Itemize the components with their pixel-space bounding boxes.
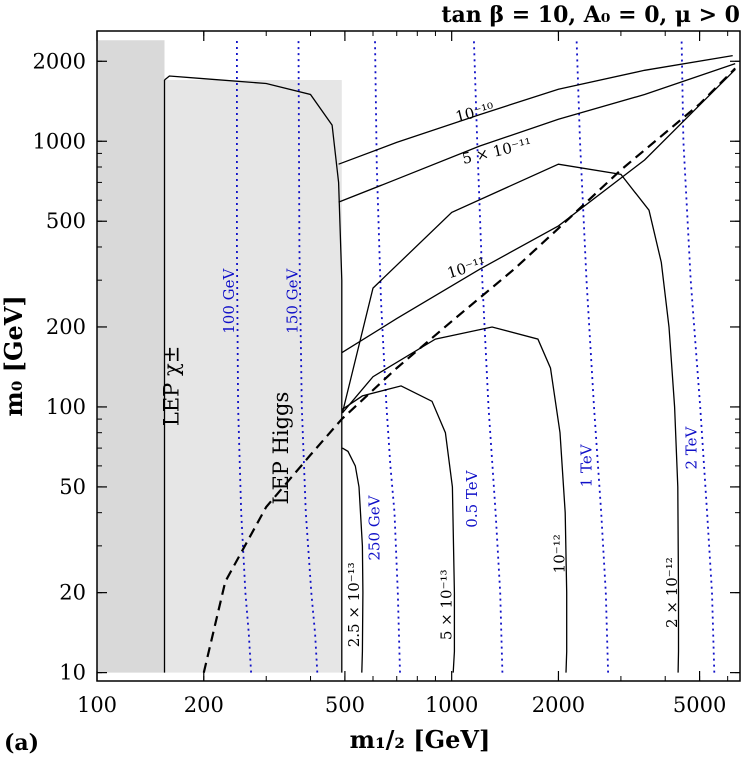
contour-labels: LEP χ± LEP Higgs 100 GeV 150 GeV 250 GeV 0.5 … (160, 99, 701, 647)
contour-label-10: 10⁻¹² (551, 534, 569, 573)
mass-label-0-5-tev: 0.5 TeV (463, 469, 481, 527)
y-axis-label: m₀ [GeV] (0, 295, 28, 416)
y-tick-label: 20 (59, 581, 86, 605)
contour-5-10 (342, 385, 456, 673)
mass-contour-0-5-tev (473, 40, 504, 673)
x-tick-label: 500 (325, 693, 365, 717)
panel-label: (a) (4, 730, 39, 756)
mass-label-250-gev: 250 GeV (365, 494, 383, 560)
contour-label-5-10: 5 × 10⁻¹³ (438, 569, 456, 640)
chart-title: tan β = 10, A₀ = 0, μ > 0 (441, 2, 740, 28)
contour-label-2-5-10: 2.5 × 10⁻¹³ (345, 562, 363, 647)
excluded-regions (97, 40, 342, 673)
mass-contour-1-tev (575, 40, 609, 673)
x-tick-label: 5000 (673, 693, 726, 717)
contour-10 (341, 69, 736, 354)
y-tick-label: 2000 (33, 49, 86, 73)
mass-label-100-gev: 100 GeV (220, 267, 238, 333)
x-tick-label: 200 (184, 693, 224, 717)
axes: 100 200 500 1000 2000 5000 10 20 50 100 200 500 1000… (33, 31, 740, 717)
plot-frame (96, 30, 741, 682)
mass-label-1-tev: 1 TeV (578, 443, 596, 487)
x-tick-label: 100 (77, 693, 117, 717)
mass-label-150-gev: 150 GeV (284, 267, 302, 333)
mass-label-2-tev: 2 TeV (683, 426, 701, 470)
mass-contour-250-gev (374, 40, 401, 673)
contour-5-10 (338, 62, 736, 203)
contour-2-5-10 (342, 447, 364, 673)
contour-label-10: 10⁻¹⁰ (454, 99, 496, 126)
y-tick-label: 1000 (33, 129, 86, 153)
y-tick-label: 100 (46, 395, 86, 419)
y-tick-label: 10 (59, 661, 86, 685)
x-tick-label: 1000 (425, 693, 478, 717)
contour-2-10 (341, 163, 680, 673)
contour-lines (163, 40, 736, 673)
x-axis-label: m₁/₂ [GeV] (350, 725, 491, 754)
y-tick-label: 500 (46, 209, 86, 233)
region-lep (97, 40, 165, 673)
contour-label-2-10: 2 × 10⁻¹² (663, 557, 681, 628)
y-tick-label: 200 (46, 315, 86, 339)
region-lep-higgs (164, 80, 342, 673)
contour-10 (338, 54, 733, 165)
region-label-lep: LEP χ± (160, 346, 184, 426)
mass-contour-150-gev (297, 40, 319, 673)
contour-label-5-10: 5 × 10⁻¹¹ (460, 134, 533, 167)
mass-contour-2-tev (680, 40, 716, 673)
region-label-lep-higgs: LEP Higgs (269, 392, 293, 505)
y-tick-label: 50 (59, 475, 86, 499)
region-boundary-higgs (164, 75, 343, 673)
dashed-boundary-line (202, 67, 736, 673)
x-tick-label: 2000 (532, 693, 585, 717)
